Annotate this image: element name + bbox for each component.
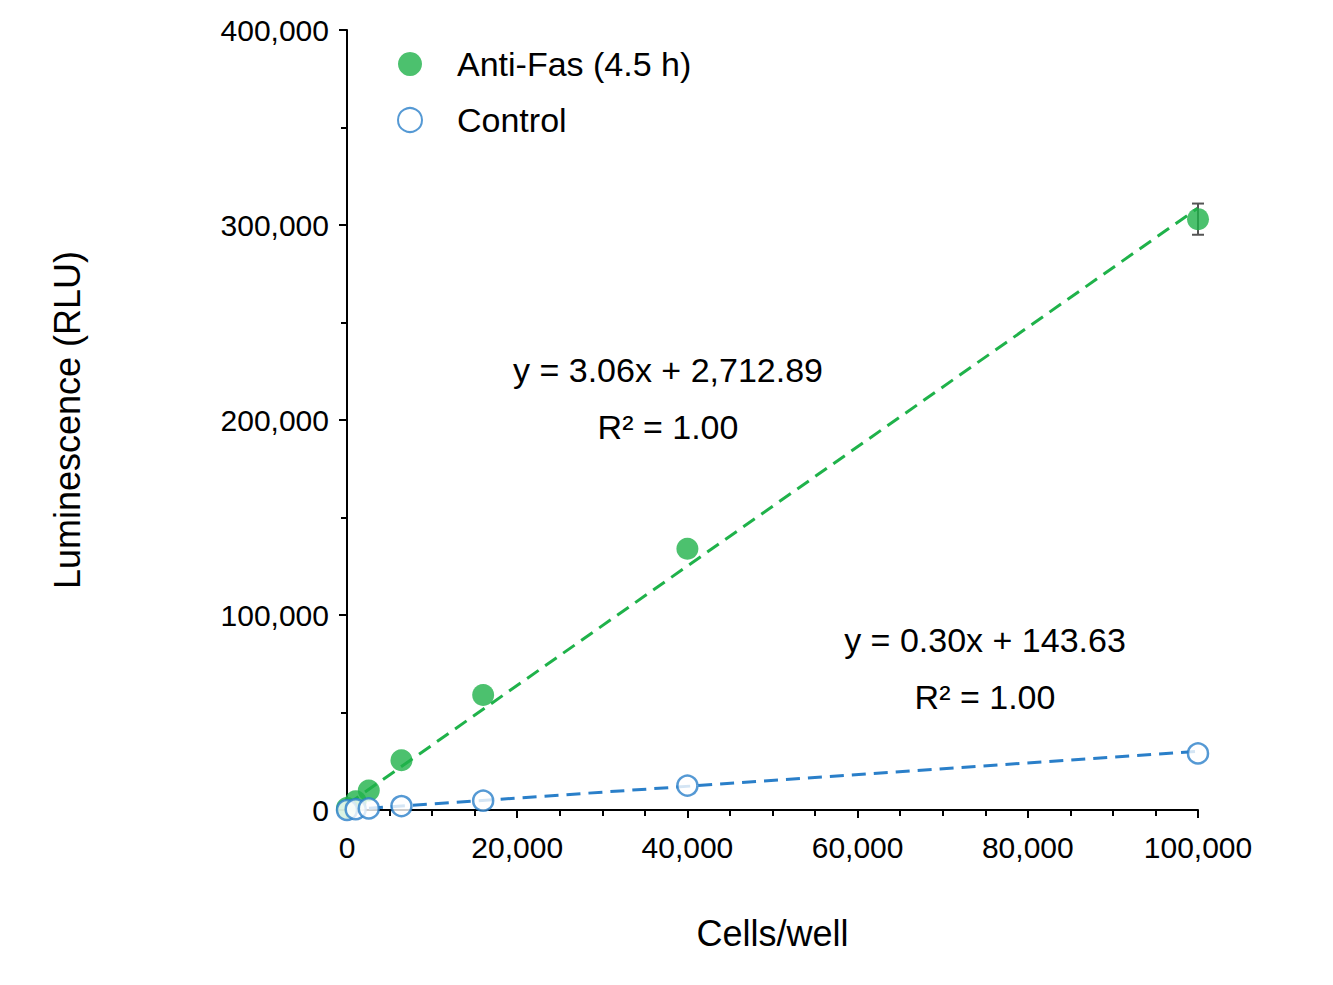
svg-text:60,000: 60,000 <box>812 831 904 864</box>
svg-text:100,000: 100,000 <box>1144 831 1252 864</box>
svg-text:400,000: 400,000 <box>221 14 329 47</box>
svg-text:300,000: 300,000 <box>221 209 329 242</box>
svg-text:0: 0 <box>339 831 356 864</box>
svg-text:Cells/well: Cells/well <box>696 913 848 954</box>
svg-text:R² = 1.00: R² = 1.00 <box>915 678 1056 716</box>
svg-text:0: 0 <box>312 794 329 827</box>
svg-text:Anti-Fas (4.5 h): Anti-Fas (4.5 h) <box>457 45 691 83</box>
svg-text:200,000: 200,000 <box>221 404 329 437</box>
svg-text:80,000: 80,000 <box>982 831 1074 864</box>
svg-text:R² = 1.00: R² = 1.00 <box>598 408 739 446</box>
svg-text:y = 0.30x + 143.63: y = 0.30x + 143.63 <box>844 621 1126 659</box>
svg-text:40,000: 40,000 <box>642 831 734 864</box>
svg-text:20,000: 20,000 <box>471 831 563 864</box>
svg-text:100,000: 100,000 <box>221 599 329 632</box>
svg-text:y = 3.06x + 2,712.89: y = 3.06x + 2,712.89 <box>513 351 823 389</box>
svg-text:Luminescence (RLU): Luminescence (RLU) <box>47 251 88 589</box>
svg-text:Control: Control <box>457 101 567 139</box>
